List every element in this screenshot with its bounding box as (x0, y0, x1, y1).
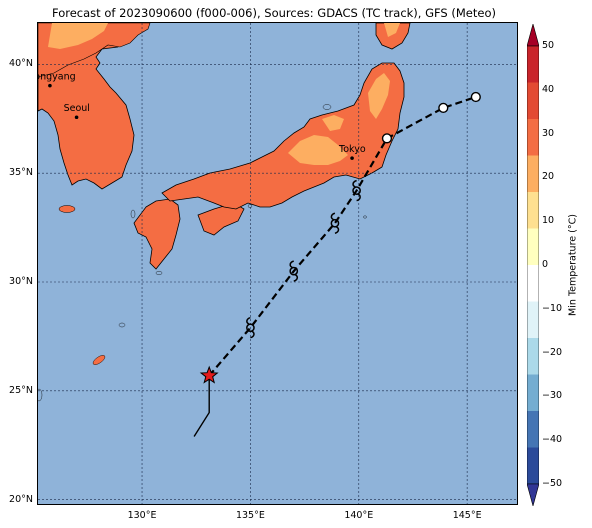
low-pressure-symbol (438, 102, 449, 113)
honshu-mild-zone (288, 135, 348, 165)
okinawa-island (92, 355, 106, 365)
colorbar-tick-label: 10 (542, 215, 555, 227)
city-dot (48, 83, 52, 88)
colorbar-tick-label: −40 (542, 434, 563, 446)
tropical-cyclone-symbol (352, 179, 361, 202)
colorbar-title: Min Temperature (°C) (567, 214, 579, 316)
low-pressure-symbol (381, 133, 393, 144)
tohoku-mild-zone (368, 73, 390, 119)
lon-tick-label: 130°E (127, 510, 157, 521)
tropical-cyclone-symbol (289, 260, 299, 282)
city-label: Pyongyang (38, 72, 76, 83)
graticule (38, 23, 517, 504)
jeju-island (58, 205, 76, 213)
colorbar-segment (527, 82, 539, 120)
map-title: Forecast of 2023090600 (f000-006), Sourc… (52, 6, 496, 20)
oki-island (247, 204, 253, 208)
colorbar-segment (527, 447, 539, 485)
tsushima-island (130, 209, 136, 219)
cyclone-track (193, 91, 481, 437)
colorbar-segment (527, 265, 539, 302)
sado-island (322, 104, 332, 110)
current-position-star-icon (199, 365, 219, 384)
taiwan-edge (38, 388, 43, 402)
city-label: Tokyo (338, 144, 366, 155)
lat-tick-label: 35°N (9, 167, 33, 179)
hokkaido-island (375, 23, 411, 50)
colorbar-tick-label: 50 (542, 40, 555, 51)
tropical-cyclone-symbol (330, 212, 340, 234)
lon-tick-label: 135°E (235, 510, 265, 521)
colorbar-tick-label: 0 (542, 259, 549, 270)
colorbar-segment (527, 155, 539, 193)
map-canvas: Pyongyang Seoul Tokyo (38, 23, 517, 504)
amami-island (118, 322, 126, 328)
landmass-layer (38, 23, 411, 402)
colorbar-tick-label: −30 (542, 390, 563, 402)
colorbar-tick-label: −10 (542, 302, 563, 314)
lat-tick-label: 40°N (9, 58, 33, 70)
colorbar-bottom-extension (527, 483, 539, 506)
tanegashima-island (155, 270, 163, 275)
colorbar-top-extension (527, 24, 539, 47)
lon-tick-label: 145°E (452, 510, 482, 521)
low-pressure-symbol (470, 91, 481, 103)
colorbar-segment (527, 338, 539, 375)
city-dot (74, 115, 79, 120)
city-dot (350, 156, 354, 160)
lon-tick-label: 140°E (344, 510, 374, 521)
colorbar-segment (527, 46, 539, 83)
lat-tick-label: 25°N (9, 384, 33, 396)
city-label: Seoul (64, 103, 90, 114)
colorbar-segment (527, 301, 539, 339)
colorbar-segment (527, 228, 539, 266)
colorbar-tick-label: 40 (542, 83, 555, 95)
colorbar-tick-label: 20 (542, 171, 555, 183)
map-panel: Pyongyang Seoul Tokyo (37, 22, 518, 505)
colorbar (527, 24, 539, 506)
chubu-mild-zone (322, 115, 344, 131)
colorbar-segment (527, 411, 539, 448)
colorbar-tick-label: 30 (542, 127, 555, 139)
colorbar-segment (527, 374, 539, 412)
colorbar-segment (527, 119, 539, 156)
past-track-line (193, 375, 210, 437)
city-markers: Pyongyang Seoul Tokyo (38, 72, 366, 160)
colorbar-segment (527, 192, 539, 229)
colorbar-tick-label: −50 (542, 478, 563, 489)
honshu-island (161, 62, 405, 210)
lat-tick-label: 30°N (9, 276, 33, 287)
lat-tick-label: 20°N (9, 493, 33, 505)
hokkaido-mild-zone (384, 23, 400, 37)
colorbar-tick-label: −20 (542, 346, 563, 358)
izu-island (363, 215, 367, 219)
manchuria-mild (48, 23, 108, 49)
tropical-cyclone-symbol (246, 316, 255, 339)
shikoku-island (197, 202, 245, 236)
